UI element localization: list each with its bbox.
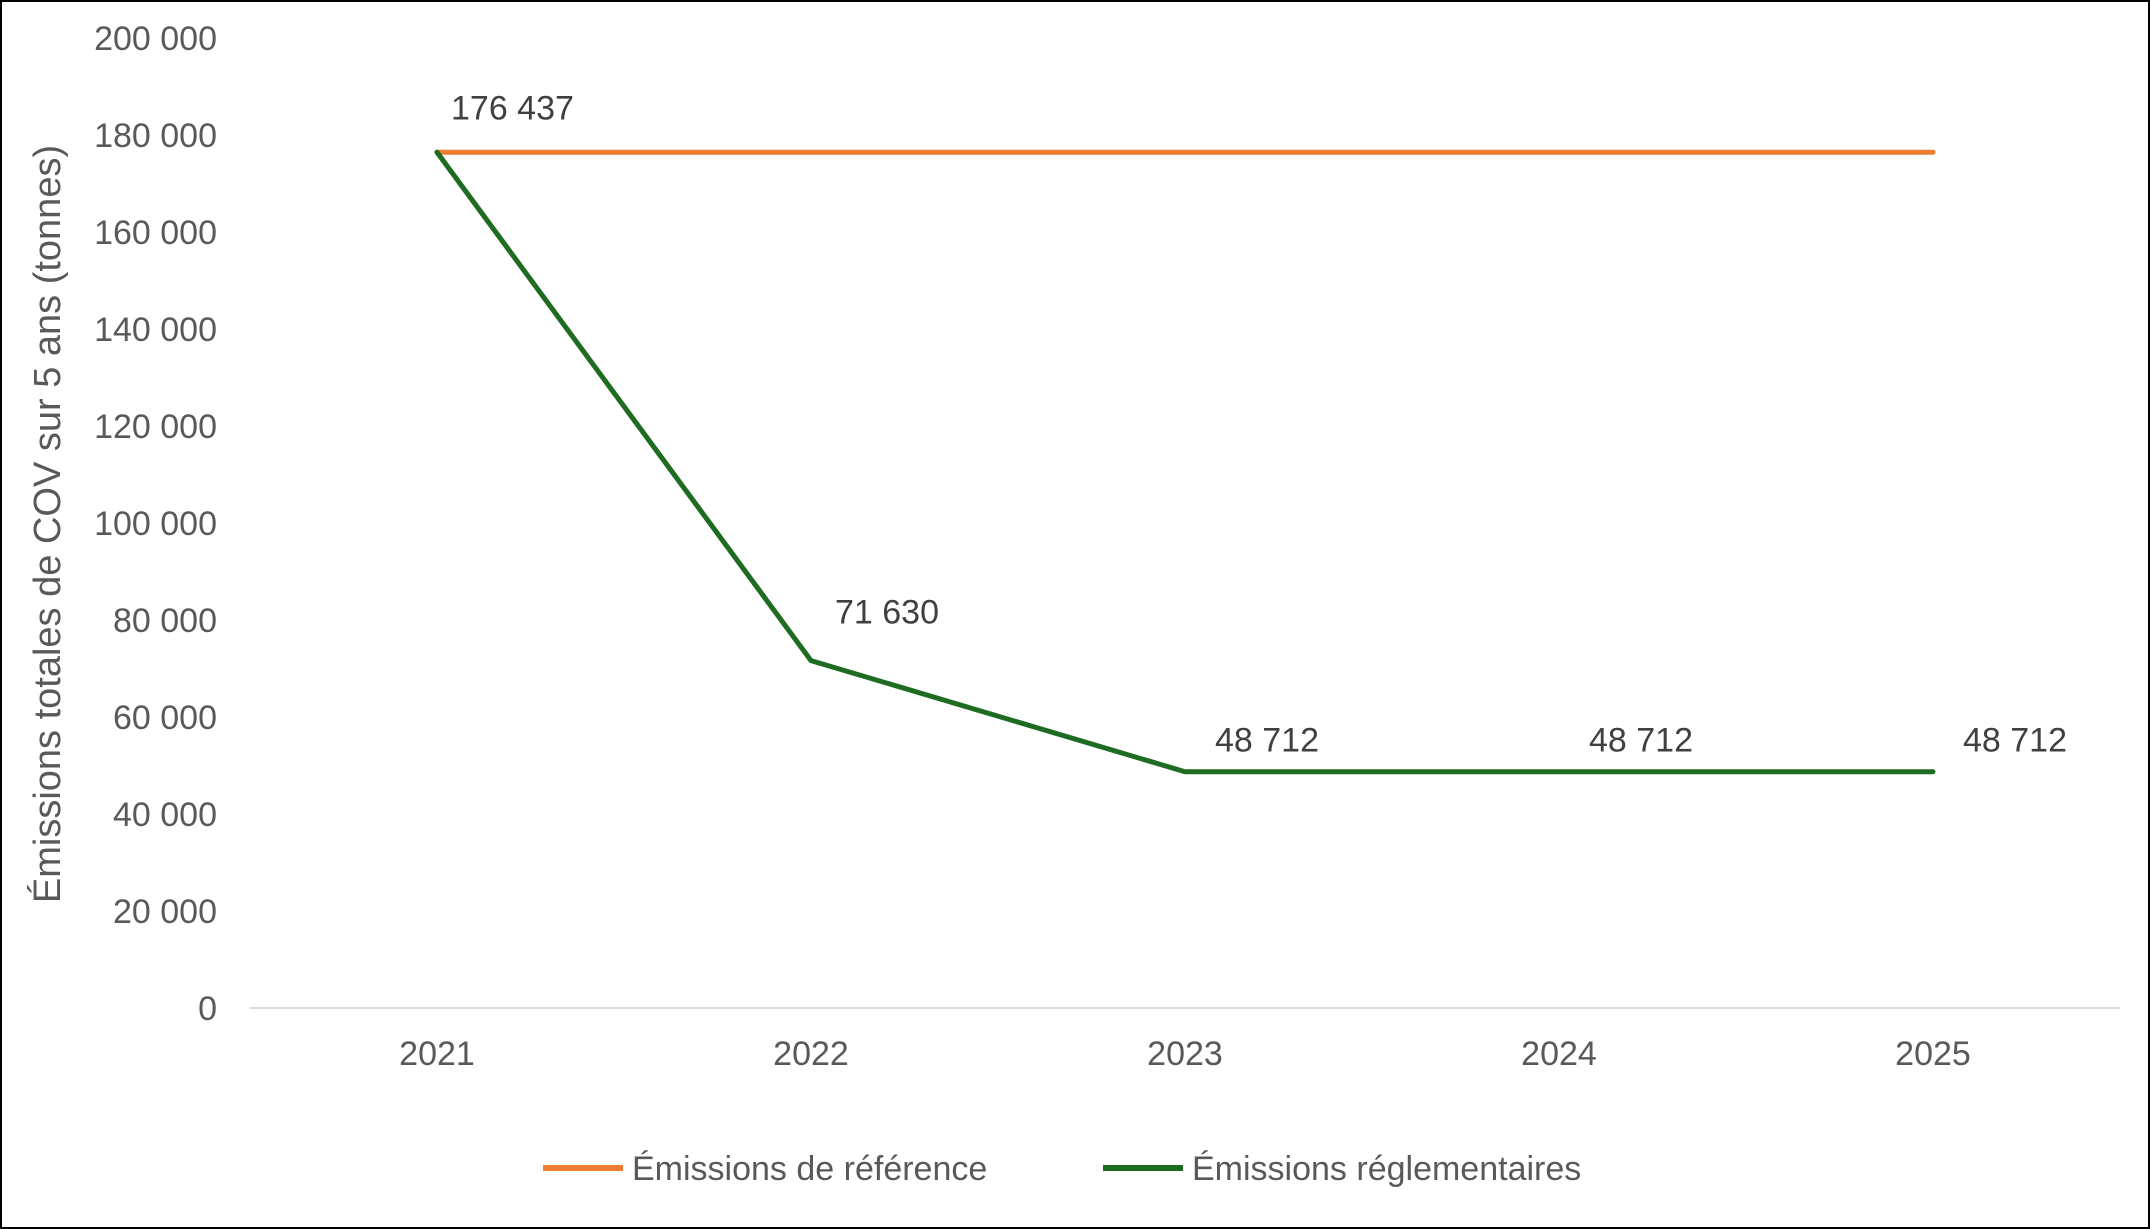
- y-tick-label: 80 000: [113, 602, 217, 640]
- data-label: 71 630: [835, 594, 939, 632]
- x-tick-labels: 2021 2022 2023 2024 2025: [399, 1035, 1971, 1073]
- y-tick-label: 0: [198, 990, 217, 1028]
- x-tick-label: 2025: [1895, 1035, 1971, 1073]
- y-tick-label: 60 000: [113, 699, 217, 737]
- y-tick-label: 40 000: [113, 796, 217, 834]
- x-tick-label: 2024: [1521, 1035, 1597, 1073]
- y-tick-label: 180 000: [94, 117, 217, 155]
- y-tick-label: 140 000: [94, 311, 217, 349]
- x-tick-label: 2023: [1147, 1035, 1223, 1073]
- y-axis-title-group: Émissions totales de COV sur 5 ans (tonn…: [26, 145, 69, 903]
- data-label: 48 712: [1215, 722, 1319, 760]
- data-label: 48 712: [1589, 722, 1693, 760]
- series-lines: [434, 149, 1936, 775]
- y-tick-label: 200 000: [94, 20, 217, 58]
- data-labels: 176 437 71 630 48 712 48 712 48 712: [451, 89, 2067, 759]
- data-label: 176 437: [451, 89, 574, 127]
- legend: Émissions de référence Émissions régleme…: [543, 1150, 1581, 1188]
- y-axis-title: Émissions totales de COV sur 5 ans (tonn…: [26, 145, 69, 903]
- legend-label-regulatory: Émissions réglementaires: [1192, 1150, 1581, 1188]
- data-label: 48 712: [1963, 722, 2067, 760]
- x-tick-label: 2022: [773, 1035, 849, 1073]
- legend-label-reference: Émissions de référence: [632, 1150, 987, 1188]
- y-tick-labels: 0 20 000 40 000 60 000 80 000 100 000 120 000 1…: [94, 20, 217, 1028]
- y-tick-label: 160 000: [94, 214, 217, 252]
- x-tick-label: 2021: [399, 1035, 475, 1073]
- series-line-regulatory: [434, 149, 1936, 775]
- y-tick-label: 100 000: [94, 505, 217, 543]
- y-tick-label: 120 000: [94, 408, 217, 446]
- y-tick-label: 20 000: [113, 893, 217, 931]
